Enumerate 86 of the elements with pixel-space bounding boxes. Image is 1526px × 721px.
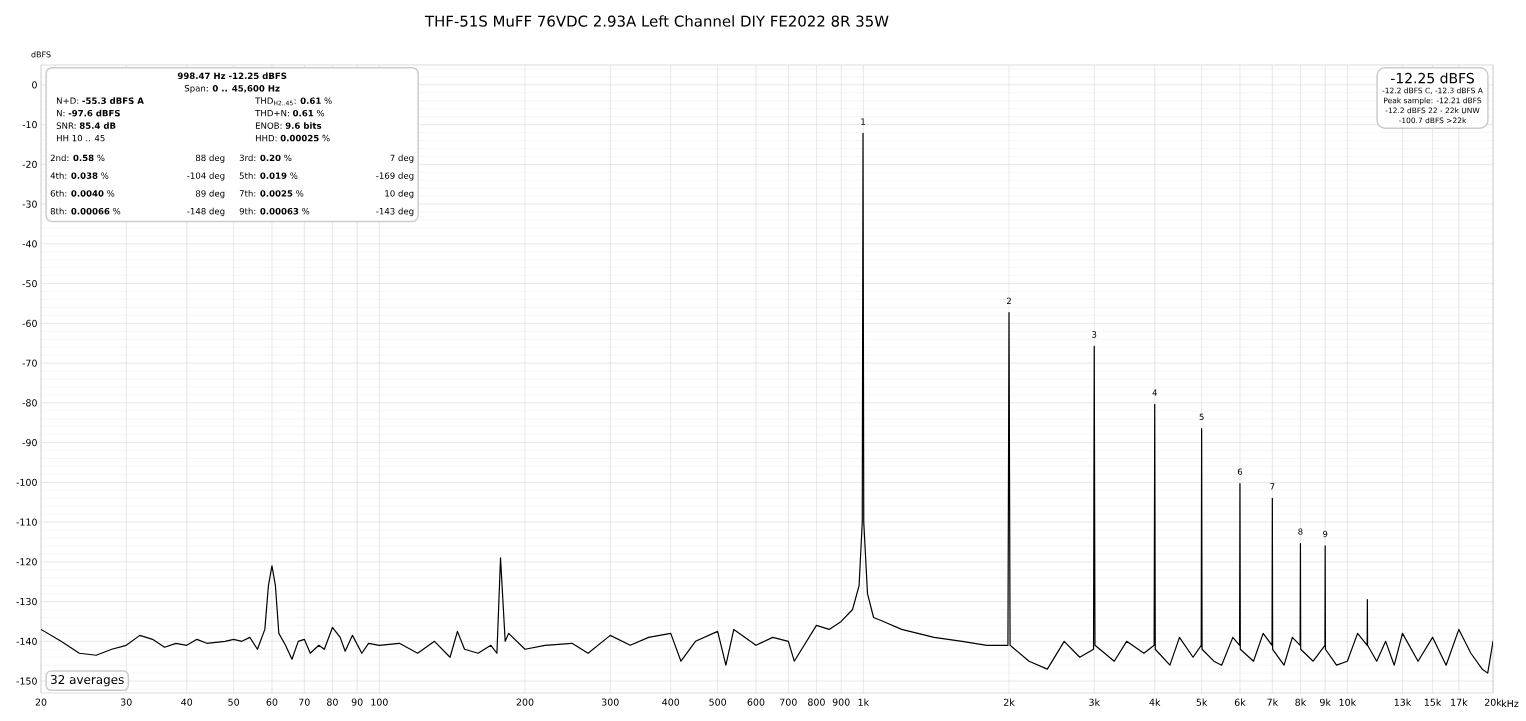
annotation: 998.47 Hz -12.25 dBFS: [177, 72, 287, 80]
x-tick-label: 600: [747, 698, 765, 706]
x-tick-label: 80: [327, 698, 338, 706]
annotation: 1: [861, 118, 865, 125]
annotation: N: -97.6 dBFS: [56, 109, 120, 117]
annotation: 10 deg: [385, 190, 414, 199]
annotation: 4: [1152, 389, 1157, 396]
x-tick-label: 3k: [1089, 698, 1100, 706]
y-tick-label: -70: [22, 359, 37, 367]
x-tick-label: 20k: [1484, 698, 1502, 706]
x-tick-label: 1k: [858, 698, 870, 706]
annotation: 9: [1323, 530, 1328, 538]
annotation: -143 deg: [376, 207, 414, 217]
y-tick-label: -110: [16, 518, 37, 526]
annotation: 2: [1006, 297, 1011, 304]
annotation: 5th: 0.019 %: [239, 172, 298, 179]
annotation: 7 deg: [390, 154, 414, 163]
x-tick-label: 500: [709, 698, 727, 706]
y-tick-label: -130: [16, 597, 37, 606]
x-tick-label: 15k: [1424, 698, 1442, 706]
annotation: 32 averages: [51, 675, 124, 687]
x-tick-label: 10k: [1339, 698, 1357, 706]
y-tick-label: -150: [16, 677, 37, 685]
x-tick-label: 7k: [1267, 698, 1279, 706]
x-tick-label: 17k: [1451, 698, 1468, 706]
annotation: -104 deg: [187, 172, 225, 181]
x-tick-label: 13k: [1394, 698, 1412, 706]
y-tick-label: -40: [22, 240, 37, 248]
y-tick-label: -100: [16, 478, 37, 486]
x-tick-label: 6k: [1234, 698, 1246, 706]
y-tick-label: -80: [22, 399, 37, 407]
y-tick-label: -50: [22, 280, 37, 288]
x-tick-label: 8k: [1295, 698, 1307, 706]
x-tick-label: 4k: [1149, 698, 1161, 706]
x-tick-label: 2k: [1003, 698, 1015, 706]
annotation: 6: [1237, 468, 1243, 475]
annotation: 8: [1298, 528, 1303, 535]
x-tick-label: 300: [601, 698, 619, 706]
x-tick-label: 5k: [1196, 698, 1208, 706]
annotation: HHD: 0.00025 %: [255, 134, 330, 142]
x-tick-label: 9k: [1320, 698, 1331, 706]
y-tick-label: -90: [22, 439, 37, 447]
annotation: 2nd: 0.58 %: [50, 154, 105, 162]
annotation: 8th: 0.00066 %: [50, 207, 121, 215]
x-tick-label: 60: [266, 698, 278, 706]
annotation: -12.25 dBFS: [1390, 72, 1474, 84]
annotation: 5: [1199, 413, 1204, 420]
annotation: THD$_{H2..45}$: 0.61 %: [255, 97, 332, 106]
x-tick-label: 700: [780, 698, 797, 706]
x-tick-label: 800: [808, 698, 825, 706]
y-tick-label: -30: [22, 200, 37, 208]
annotation: 6th: 0.0040 %: [50, 190, 115, 197]
annotation: 3: [1092, 331, 1097, 338]
y-tick-label: -120: [16, 558, 37, 566]
annotation: THD+N: 0.61 %: [255, 109, 325, 117]
x-tick-label: 30: [120, 698, 132, 706]
annotation: 88 deg: [195, 154, 225, 163]
annotation: 9th: 0.00063 %: [239, 207, 310, 215]
y-tick-label: -140: [16, 637, 37, 645]
annotation: Span: 0 .. 45,600 Hz: [184, 85, 280, 94]
annotation: 89 deg: [195, 190, 225, 199]
x-tick-label: 70: [299, 698, 310, 706]
y-tick-label: -10: [22, 121, 37, 129]
x-tick-label: 400: [662, 698, 680, 706]
chart-title: THF-51S MuFF 76VDC 2.93A Left Channel DIY FE2022 8R 35W: [424, 15, 889, 27]
annotation: N+D: -55.3 dBFS A: [56, 97, 144, 104]
annotation: SNR: 85.4 dB: [56, 122, 116, 129]
x-tick-label: 200: [516, 698, 534, 706]
annotation: -169 deg: [376, 172, 414, 181]
y-tick-label: -20: [22, 160, 37, 168]
y-tick-label: 0: [32, 81, 37, 89]
x-tick-label: 90: [351, 698, 363, 706]
annotation: 4th: 0.038 %: [50, 172, 109, 179]
x-tick-label: 20: [35, 698, 47, 706]
annotation: HH 10 .. 45: [56, 134, 105, 142]
annotation: 7: [1270, 483, 1275, 490]
y-tick-label: -60: [22, 319, 37, 327]
annotation: 7th: 0.0025 %: [239, 190, 304, 197]
annotation: ENOB: 9.6 bits: [255, 122, 322, 129]
x-tick-label: 40: [181, 698, 193, 706]
x-axis-title: kHz: [1502, 699, 1519, 707]
x-tick-label: 900: [832, 698, 850, 706]
annotation: -148 deg: [187, 207, 225, 217]
x-tick-label: 50: [228, 698, 240, 706]
x-tick-label: 100: [371, 698, 388, 706]
annotation: 3rd: 0.20 %: [239, 154, 292, 162]
